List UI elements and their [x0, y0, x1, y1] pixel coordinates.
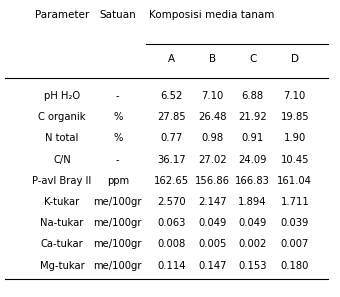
Text: 161.04: 161.04: [277, 176, 312, 186]
Text: N total: N total: [46, 133, 79, 143]
Text: 0.008: 0.008: [157, 239, 186, 249]
Text: 162.65: 162.65: [154, 176, 189, 186]
Text: 166.83: 166.83: [235, 176, 270, 186]
Text: 0.77: 0.77: [160, 133, 183, 143]
Text: 0.91: 0.91: [241, 133, 264, 143]
Text: 0.98: 0.98: [201, 133, 223, 143]
Text: me/100gr: me/100gr: [94, 239, 142, 249]
Text: A: A: [168, 54, 175, 64]
Text: 10.45: 10.45: [280, 155, 309, 165]
Text: pH H₂O: pH H₂O: [44, 91, 80, 101]
Text: me/100gr: me/100gr: [94, 218, 142, 228]
Text: 0.002: 0.002: [238, 239, 267, 249]
Text: 1.894: 1.894: [238, 197, 267, 207]
Text: 7.10: 7.10: [201, 91, 223, 101]
Text: 6.88: 6.88: [241, 91, 264, 101]
Text: me/100gr: me/100gr: [94, 197, 142, 207]
Text: 0.039: 0.039: [280, 218, 309, 228]
Text: K-tukar: K-tukar: [45, 197, 80, 207]
Text: 1.711: 1.711: [280, 197, 309, 207]
Text: 0.147: 0.147: [198, 260, 226, 271]
Text: 36.17: 36.17: [157, 155, 186, 165]
Text: 156.86: 156.86: [195, 176, 230, 186]
Text: 0.180: 0.180: [280, 260, 309, 271]
Text: 0.005: 0.005: [198, 239, 226, 249]
Text: 0.007: 0.007: [280, 239, 309, 249]
Text: 27.85: 27.85: [157, 112, 186, 122]
Text: C: C: [249, 54, 256, 64]
Text: Na-tukar: Na-tukar: [40, 218, 84, 228]
Text: %: %: [113, 112, 122, 122]
Text: 21.92: 21.92: [238, 112, 267, 122]
Text: me/100gr: me/100gr: [94, 260, 142, 271]
Text: 26.48: 26.48: [198, 112, 226, 122]
Text: 27.02: 27.02: [198, 155, 226, 165]
Text: Komposisi media tanam: Komposisi media tanam: [150, 10, 275, 20]
Text: D: D: [291, 54, 299, 64]
Text: -: -: [116, 91, 120, 101]
Text: 0.049: 0.049: [198, 218, 226, 228]
Text: 2.570: 2.570: [157, 197, 186, 207]
Text: P-avl Bray II: P-avl Bray II: [32, 176, 92, 186]
Text: Satuan: Satuan: [99, 10, 136, 20]
Text: 0.114: 0.114: [157, 260, 186, 271]
Text: C organik: C organik: [38, 112, 86, 122]
Text: ppm: ppm: [107, 176, 129, 186]
Text: 0.153: 0.153: [238, 260, 267, 271]
Text: 19.85: 19.85: [280, 112, 309, 122]
Text: B: B: [209, 54, 216, 64]
Text: 1.90: 1.90: [284, 133, 306, 143]
Text: 6.52: 6.52: [160, 91, 183, 101]
Text: %: %: [113, 133, 122, 143]
Text: 7.10: 7.10: [284, 91, 306, 101]
Text: Mg-tukar: Mg-tukar: [40, 260, 84, 271]
Text: 24.09: 24.09: [238, 155, 267, 165]
Text: 0.063: 0.063: [157, 218, 186, 228]
Text: Ca-tukar: Ca-tukar: [41, 239, 83, 249]
Text: Parameter: Parameter: [35, 10, 89, 20]
Text: 2.147: 2.147: [198, 197, 226, 207]
Text: 0.049: 0.049: [238, 218, 267, 228]
Text: -: -: [116, 155, 120, 165]
Text: C/N: C/N: [53, 155, 71, 165]
